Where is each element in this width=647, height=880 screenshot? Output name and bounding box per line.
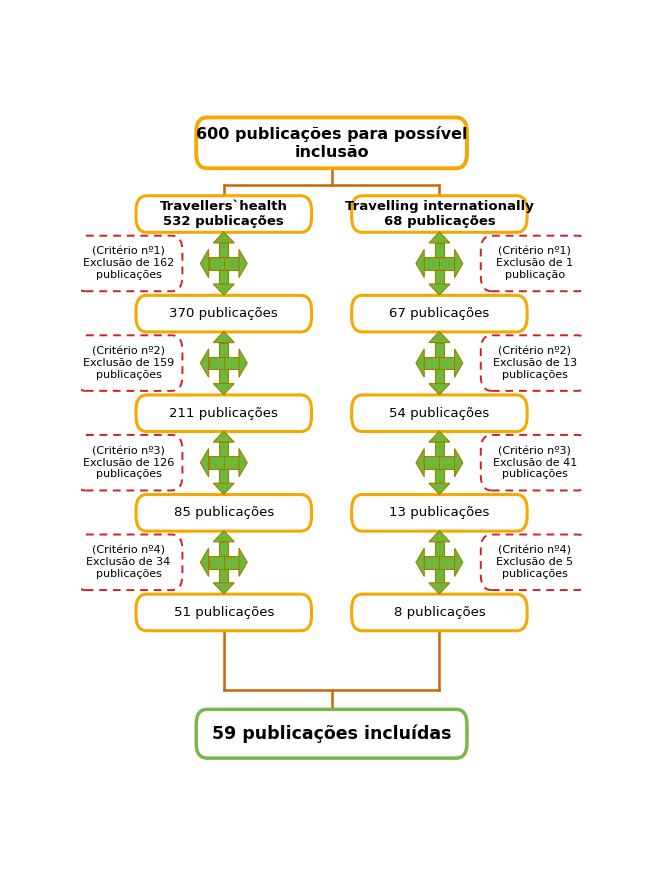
FancyBboxPatch shape	[352, 195, 527, 232]
Polygon shape	[214, 332, 234, 342]
Polygon shape	[201, 349, 208, 378]
Polygon shape	[214, 531, 234, 542]
Text: 51 publicações: 51 publicações	[173, 606, 274, 619]
Polygon shape	[429, 284, 450, 295]
Polygon shape	[429, 483, 450, 495]
Polygon shape	[214, 231, 234, 243]
Polygon shape	[239, 349, 247, 378]
Polygon shape	[201, 249, 208, 278]
Polygon shape	[455, 349, 463, 378]
Polygon shape	[424, 356, 439, 370]
Polygon shape	[239, 548, 247, 576]
FancyBboxPatch shape	[136, 395, 312, 431]
Polygon shape	[416, 449, 424, 477]
Text: 211 publicações: 211 publicações	[170, 407, 278, 420]
Text: (Critério nº4)
Exclusão de 5
publicações: (Critério nº4) Exclusão de 5 publicações	[496, 546, 573, 579]
Polygon shape	[219, 463, 228, 483]
Text: (Critério nº3)
Exclusão de 126
publicações: (Critério nº3) Exclusão de 126 publicaçõ…	[83, 446, 174, 480]
Polygon shape	[201, 548, 208, 576]
Polygon shape	[435, 463, 444, 483]
Polygon shape	[429, 231, 450, 243]
Text: 370 publicações: 370 publicações	[170, 307, 278, 320]
Text: (Critério nº1)
Exclusão de 162
publicações: (Critério nº1) Exclusão de 162 publicaçõ…	[83, 247, 174, 280]
Polygon shape	[201, 449, 208, 477]
Polygon shape	[435, 263, 444, 284]
Polygon shape	[219, 263, 228, 284]
Polygon shape	[424, 556, 439, 568]
Polygon shape	[429, 384, 450, 395]
FancyBboxPatch shape	[136, 495, 312, 532]
Text: 67 publicações: 67 publicações	[389, 307, 490, 320]
Text: (Critério nº3)
Exclusão de 41
publicações: (Critério nº3) Exclusão de 41 publicaçõe…	[492, 446, 576, 480]
Text: (Critério nº4)
Exclusão de 34
publicações: (Critério nº4) Exclusão de 34 publicaçõe…	[87, 546, 171, 579]
Polygon shape	[239, 449, 247, 477]
Polygon shape	[435, 342, 444, 363]
Polygon shape	[219, 342, 228, 363]
FancyBboxPatch shape	[136, 195, 312, 232]
FancyBboxPatch shape	[74, 435, 182, 490]
Polygon shape	[435, 243, 444, 263]
Polygon shape	[214, 583, 234, 594]
Polygon shape	[439, 356, 455, 370]
Polygon shape	[214, 284, 234, 295]
FancyBboxPatch shape	[481, 236, 589, 291]
Polygon shape	[224, 257, 239, 270]
FancyBboxPatch shape	[196, 117, 467, 168]
Text: Travelling internationally
68 publicações: Travelling internationally 68 publicaçõe…	[345, 200, 534, 228]
FancyBboxPatch shape	[481, 534, 589, 590]
Polygon shape	[435, 562, 444, 583]
Polygon shape	[429, 583, 450, 594]
Text: 8 publicações: 8 publicações	[393, 606, 485, 619]
Polygon shape	[435, 542, 444, 562]
Polygon shape	[219, 243, 228, 263]
Polygon shape	[424, 457, 439, 469]
Polygon shape	[219, 542, 228, 562]
Polygon shape	[416, 249, 424, 278]
Polygon shape	[455, 449, 463, 477]
FancyBboxPatch shape	[481, 335, 589, 391]
FancyBboxPatch shape	[352, 594, 527, 631]
Polygon shape	[208, 457, 224, 469]
Text: 85 publicações: 85 publicações	[173, 506, 274, 519]
FancyBboxPatch shape	[136, 296, 312, 332]
Text: 59 publicações incluídas: 59 publicações incluídas	[212, 724, 452, 743]
Polygon shape	[219, 562, 228, 583]
Polygon shape	[455, 548, 463, 576]
FancyBboxPatch shape	[136, 594, 312, 631]
FancyBboxPatch shape	[74, 534, 182, 590]
Text: (Critério nº2)
Exclusão de 159
publicações: (Critério nº2) Exclusão de 159 publicaçõ…	[83, 347, 174, 379]
Text: Travellers`health
532 publicações: Travellers`health 532 publicações	[160, 200, 288, 228]
Polygon shape	[224, 356, 239, 370]
Polygon shape	[224, 457, 239, 469]
Polygon shape	[208, 257, 224, 270]
FancyBboxPatch shape	[196, 709, 467, 759]
Polygon shape	[214, 384, 234, 395]
Polygon shape	[429, 531, 450, 542]
FancyBboxPatch shape	[481, 435, 589, 490]
FancyBboxPatch shape	[74, 335, 182, 391]
Text: 54 publicações: 54 publicações	[389, 407, 490, 420]
FancyBboxPatch shape	[352, 495, 527, 532]
Text: 600 publicações para possível
inclusão: 600 publicações para possível inclusão	[196, 126, 467, 159]
Polygon shape	[219, 442, 228, 463]
Polygon shape	[424, 257, 439, 270]
Polygon shape	[214, 483, 234, 495]
FancyBboxPatch shape	[352, 395, 527, 431]
Polygon shape	[435, 363, 444, 384]
Polygon shape	[455, 249, 463, 278]
Polygon shape	[429, 332, 450, 342]
Polygon shape	[208, 356, 224, 370]
Polygon shape	[224, 556, 239, 568]
Text: (Critério nº2)
Exclusão de 13
publicações: (Critério nº2) Exclusão de 13 publicaçõe…	[492, 347, 576, 379]
Text: (Critério nº1)
Exclusão de 1
publicação: (Critério nº1) Exclusão de 1 publicação	[496, 247, 573, 280]
FancyBboxPatch shape	[352, 296, 527, 332]
Polygon shape	[439, 556, 455, 568]
FancyBboxPatch shape	[74, 236, 182, 291]
Polygon shape	[208, 556, 224, 568]
Polygon shape	[239, 249, 247, 278]
Polygon shape	[214, 431, 234, 442]
Polygon shape	[416, 349, 424, 378]
Text: 13 publicações: 13 publicações	[389, 506, 490, 519]
Polygon shape	[439, 457, 455, 469]
Polygon shape	[429, 431, 450, 442]
